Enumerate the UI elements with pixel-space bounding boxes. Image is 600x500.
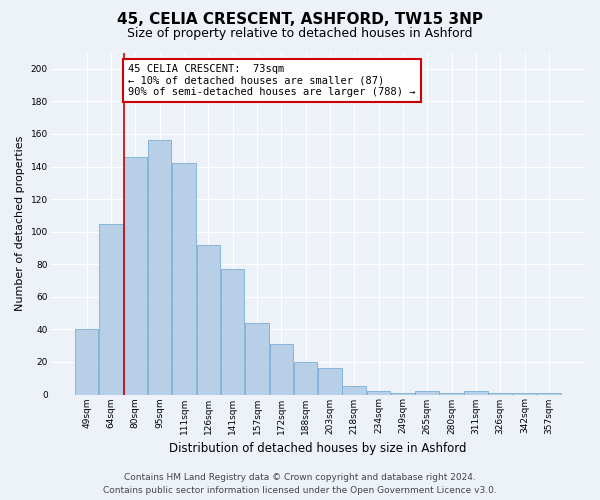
Text: Size of property relative to detached houses in Ashford: Size of property relative to detached ho… [127,28,473,40]
Bar [464,392,488,394]
Text: 45, CELIA CRESCENT, ASHFORD, TW15 3NP: 45, CELIA CRESCENT, ASHFORD, TW15 3NP [117,12,483,28]
Bar [148,140,172,394]
Bar [318,368,342,394]
Bar [99,224,123,394]
Bar [124,156,147,394]
Text: Contains HM Land Registry data © Crown copyright and database right 2024.
Contai: Contains HM Land Registry data © Crown c… [103,474,497,495]
Bar [391,393,415,394]
Bar [197,244,220,394]
Bar [294,362,317,394]
Bar [221,269,244,394]
Text: 45 CELIA CRESCENT:  73sqm
← 10% of detached houses are smaller (87)
90% of semi-: 45 CELIA CRESCENT: 73sqm ← 10% of detach… [128,64,416,97]
Y-axis label: Number of detached properties: Number of detached properties [15,136,25,311]
Bar [367,392,391,394]
Bar [440,393,463,394]
Bar [172,163,196,394]
X-axis label: Distribution of detached houses by size in Ashford: Distribution of detached houses by size … [169,442,467,455]
Bar [537,393,561,394]
Bar [75,330,98,394]
Bar [513,393,536,394]
Bar [488,393,512,394]
Bar [415,392,439,394]
Bar [269,344,293,395]
Bar [343,386,366,394]
Bar [245,323,269,394]
